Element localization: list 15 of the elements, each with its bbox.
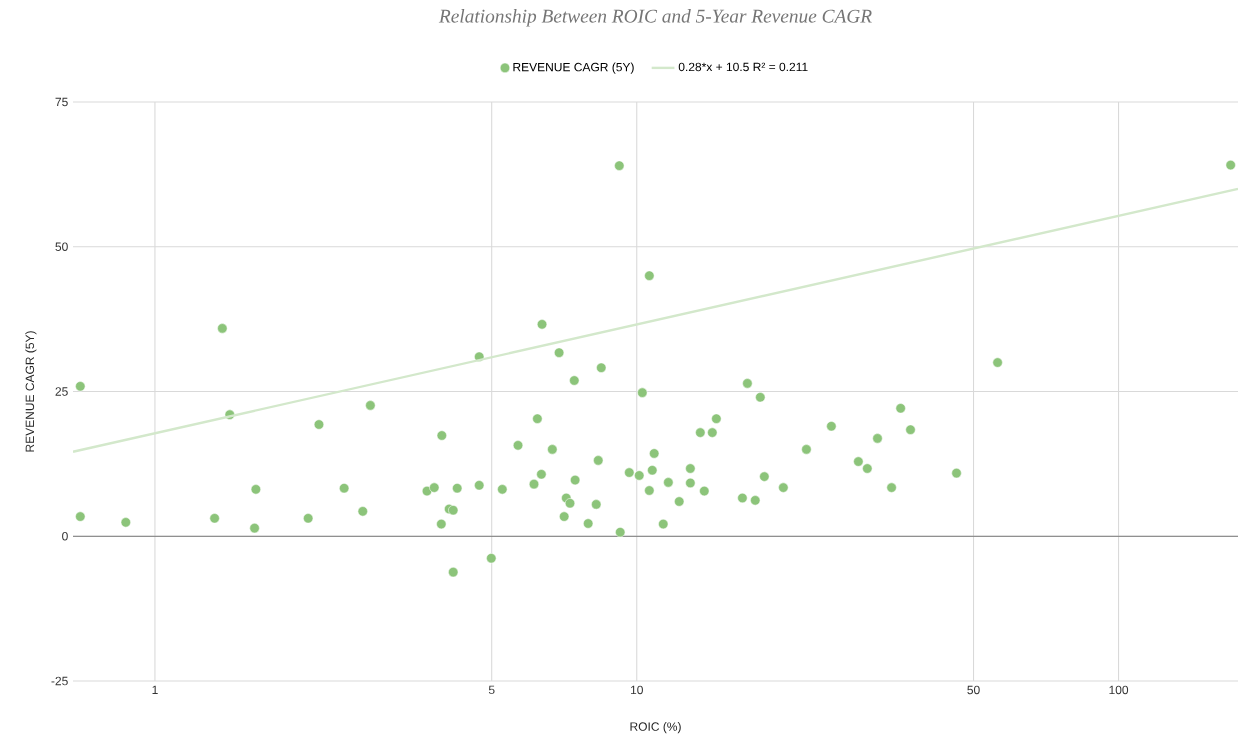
x-tick-label: 5 bbox=[488, 685, 495, 695]
y-tick-label: 0 bbox=[62, 531, 68, 541]
chart-title: Relationship Between ROIC and 5-Year Revenue CAGR bbox=[438, 9, 872, 27]
x-tick-label: 10 bbox=[631, 685, 643, 695]
x-axis-title: ROIC (%) bbox=[630, 722, 681, 734]
y-tick-label: -25 bbox=[51, 676, 68, 686]
legend-label: 0.28*x + 10.5 R² = 0.211 bbox=[678, 62, 808, 72]
y-tick-label: 25 bbox=[55, 387, 68, 396]
y-axis-title: REVENUE CAGR (5Y) bbox=[25, 331, 37, 452]
x-tick-label: 1 bbox=[152, 685, 158, 694]
x-tick-label: 100 bbox=[1109, 685, 1129, 695]
y-tick-label: 75 bbox=[55, 97, 68, 107]
legend-label: REVENUE CAGR (5Y) bbox=[513, 62, 634, 74]
x-tick-label: 50 bbox=[967, 685, 980, 695]
y-tick-label: 50 bbox=[55, 242, 68, 251]
